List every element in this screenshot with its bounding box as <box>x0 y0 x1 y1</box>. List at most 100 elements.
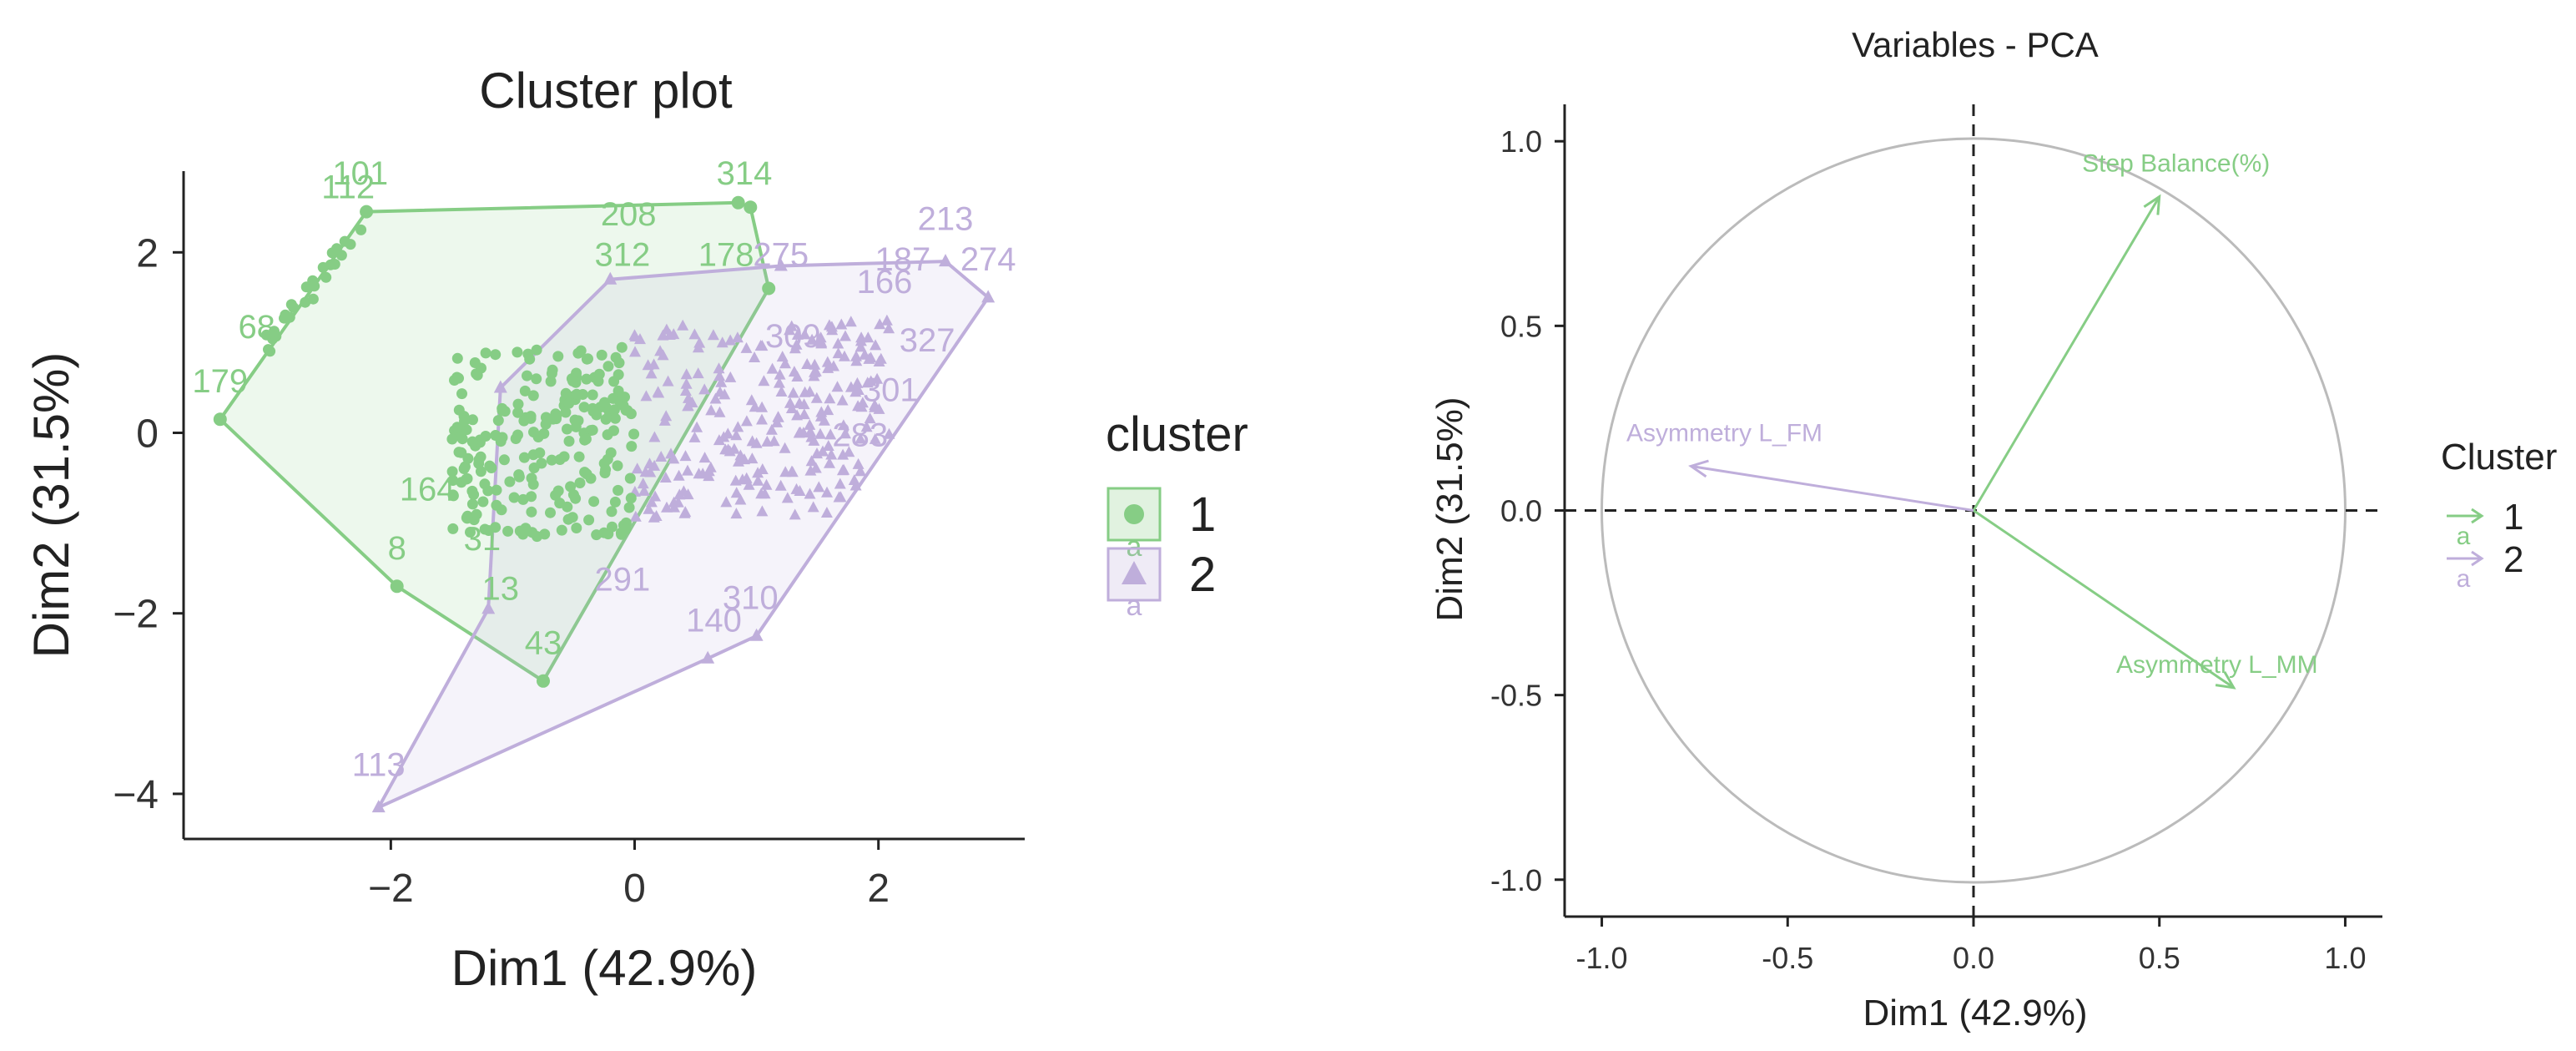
cluster-point-2 <box>680 377 693 389</box>
cluster-point-2 <box>809 366 820 377</box>
cluster-point-1 <box>572 347 584 359</box>
cluster-point-2 <box>852 384 865 395</box>
cluster-point-1 <box>608 404 620 416</box>
cluster-point-1 <box>499 406 511 417</box>
cluster-point-1 <box>461 513 473 524</box>
cluster-point-label: 274 <box>960 241 1016 278</box>
cluster-point-2 <box>810 392 823 403</box>
cluster-point-2 <box>754 340 767 351</box>
cluster-point-1 <box>546 367 557 379</box>
cluster-point-1 <box>560 407 572 418</box>
cluster-point-2 <box>774 368 786 380</box>
pca-legend-key-1-glyph: a <box>2457 523 2471 550</box>
pca-x-tick-label: 1.0 <box>2324 941 2366 975</box>
cluster-point-2 <box>824 428 837 440</box>
cluster-point-1 <box>540 418 552 430</box>
cluster-legend-circle-marker <box>1124 504 1144 524</box>
cluster-point-2 <box>844 381 857 392</box>
cluster-point-1 <box>527 390 539 402</box>
cluster-x-label: Dim1 (42.9%) <box>451 940 758 996</box>
cluster-point-1 <box>280 309 291 321</box>
cluster-point-2 <box>834 491 847 503</box>
cluster-point-1 <box>513 469 525 481</box>
pca-y-tick-label: 0.0 <box>1500 494 1542 528</box>
cluster-point-2 <box>799 386 811 397</box>
cluster-point-label: 13 <box>482 571 520 608</box>
cluster-point-2 <box>814 427 826 439</box>
cluster-point-1 <box>469 357 481 368</box>
cluster-point-2 <box>629 510 642 522</box>
cluster-point-2 <box>688 328 701 340</box>
cluster-point-1 <box>467 414 478 426</box>
cluster-point-2 <box>716 336 728 348</box>
cluster-point-label: 283 <box>832 417 888 454</box>
cluster-point-2 <box>794 485 806 496</box>
cluster-legend-label-1: 1 <box>1189 488 1216 542</box>
cluster-point-1 <box>465 527 476 538</box>
cluster-point-1 <box>565 481 577 493</box>
cluster-x-tick-label: 2 <box>867 867 890 911</box>
cluster-point-1 <box>512 407 524 418</box>
cluster-point-1 <box>554 498 566 509</box>
cluster-point-1 <box>471 369 483 381</box>
cluster-point-1 <box>600 464 612 476</box>
cluster-point-2 <box>839 427 851 439</box>
cluster-point-2 <box>822 361 834 373</box>
pca-legend-arrowhead-2 <box>2471 550 2484 567</box>
cluster-y-tick-label: −2 <box>113 593 159 637</box>
cluster-point-label: 314 <box>717 155 773 192</box>
cluster-point-2 <box>756 413 768 425</box>
cluster-y-ticks: −4 −2 0 2 <box>113 231 184 817</box>
cluster-point-1 <box>537 674 550 688</box>
cluster-point-2 <box>603 271 618 285</box>
cluster-point-1 <box>607 392 619 404</box>
pca-arrows: Step Balance(%) Asymmetry L_MM Asymmetry L… <box>1626 150 2318 690</box>
cluster-point-1 <box>486 462 497 473</box>
cluster-point-2 <box>650 510 663 521</box>
cluster-x-tick-label: 0 <box>623 867 646 911</box>
cluster-point-2 <box>730 429 743 441</box>
cluster-point-2 <box>779 442 791 453</box>
cluster-point-2 <box>804 488 816 499</box>
cluster-point-2 <box>749 401 761 412</box>
pca-legend-label-2: 2 <box>2503 539 2523 580</box>
cluster-point-2 <box>775 386 788 397</box>
cluster-point-1 <box>622 405 633 417</box>
cluster-point-1 <box>612 484 624 496</box>
cluster-point-2 <box>755 488 768 499</box>
cluster-point-label: 178 <box>698 237 754 274</box>
cluster-point-2 <box>789 342 801 354</box>
cluster-point-2 <box>849 479 862 491</box>
cluster-point-label: 113 <box>352 746 406 783</box>
cluster-point-2 <box>820 507 833 518</box>
cluster-point-2 <box>831 381 844 392</box>
cluster-point-1 <box>466 436 478 447</box>
pca-y-label: Dim2 (31.5%) <box>1429 397 1470 622</box>
cluster-point-2 <box>773 376 785 388</box>
cluster-point-1 <box>587 406 599 417</box>
pca-legend-key-2-glyph: a <box>2457 565 2471 593</box>
cluster-point-1 <box>600 413 612 425</box>
cluster-point-2 <box>679 385 692 396</box>
cluster-point-1 <box>602 361 614 372</box>
cluster-point-2 <box>791 328 804 340</box>
cluster-point-2 <box>639 466 652 477</box>
cluster-point-2 <box>843 446 855 457</box>
cluster-point-1 <box>491 484 502 496</box>
cluster-point-label: 309 <box>765 318 821 355</box>
pca-arrow-label: Step Balance(%) <box>2082 150 2270 178</box>
cluster-point-1 <box>602 429 613 441</box>
cluster-point-1 <box>461 424 472 436</box>
cluster-point-1 <box>512 398 524 410</box>
pca-arrowhead <box>2143 194 2161 215</box>
cluster-point-2 <box>852 400 865 412</box>
cluster-point-1 <box>623 502 635 513</box>
cluster-point-1 <box>545 376 557 387</box>
cluster-point-label: 101 <box>332 155 388 192</box>
cluster-point-1 <box>288 301 300 313</box>
pca-x-tick-label: 0.5 <box>2139 941 2180 975</box>
cluster-point-2 <box>822 404 834 416</box>
cluster-point-2 <box>793 427 805 438</box>
cluster-point-1 <box>491 499 502 511</box>
cluster-point-2 <box>688 431 701 442</box>
